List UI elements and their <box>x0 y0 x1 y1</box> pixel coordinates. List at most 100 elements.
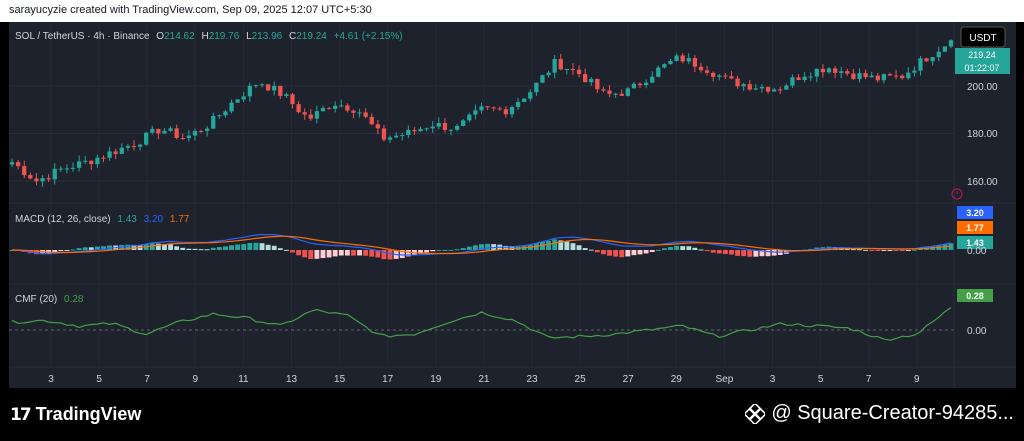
candle-body <box>601 89 606 91</box>
macd-histogram-bar <box>381 250 387 260</box>
candle-body <box>680 55 685 62</box>
macd-histogram-bar <box>76 248 82 250</box>
macd-histogram-bar <box>558 240 564 250</box>
candle-body <box>235 99 240 103</box>
candle-body <box>381 128 387 140</box>
candle-body <box>643 82 649 86</box>
candle-body <box>52 168 57 180</box>
time-axis-label: 5 <box>818 374 824 385</box>
symbol-legend: SOL / TetherUS · 4h · Binance O214.62 H2… <box>15 31 403 42</box>
macd-histogram-bar <box>357 250 363 256</box>
macd-histogram-bar <box>588 249 594 251</box>
candle-body <box>131 146 137 148</box>
candle-body <box>552 59 557 73</box>
macd-histogram-bar <box>607 250 612 256</box>
macd-histogram-bar <box>850 249 856 251</box>
candle-body <box>369 116 374 125</box>
macd-histogram-bar <box>625 250 631 257</box>
macd-histogram-bar <box>600 250 606 255</box>
clock-icon[interactable] <box>951 188 963 200</box>
macd-histogram-bar <box>472 245 478 250</box>
candle-body <box>144 132 149 145</box>
macd-histogram-bar <box>771 250 777 256</box>
candle-body <box>64 168 70 170</box>
macd-histogram-bar <box>729 250 734 255</box>
macd-histogram-bar <box>863 249 869 251</box>
open-value: 214.62 <box>164 31 195 42</box>
macd-histogram-bar <box>661 248 667 250</box>
macd-histogram-bar <box>229 245 234 250</box>
macd-histogram-bar <box>186 248 192 250</box>
candle-body <box>942 46 947 52</box>
candle-body <box>625 88 630 96</box>
macd-histogram-value: 1.43 <box>117 214 137 225</box>
candle-body <box>162 130 167 134</box>
currency-label[interactable]: USDT <box>969 33 996 44</box>
candle-body <box>778 89 783 91</box>
macd-histogram-bar <box>808 248 814 250</box>
macd-histogram-bar <box>192 248 198 250</box>
candle-body <box>857 73 862 80</box>
candle-body <box>711 72 716 77</box>
candle-body <box>808 76 813 78</box>
macd-histogram-bar <box>271 245 277 250</box>
credit-header: sarayucyzie created with TradingView.com… <box>0 0 1024 22</box>
candle-body <box>912 70 917 73</box>
symbol-name: SOL / TetherUS · 4h · Binance <box>15 31 150 42</box>
macd-histogram-bar <box>747 250 753 257</box>
macd-histogram-bar <box>94 246 100 250</box>
credit-text: sarayucyzie created with TradingView.com… <box>9 4 372 16</box>
macd-histogram-bar <box>668 247 673 250</box>
macd-histogram-bar <box>637 250 643 255</box>
candle-body <box>192 130 198 136</box>
price-axis-label: 200.00 <box>967 82 998 93</box>
candle-body <box>662 64 667 68</box>
macd-histogram-bar <box>509 246 515 250</box>
macd-histogram-bar <box>204 249 210 251</box>
candle-body <box>16 162 21 167</box>
candle-body <box>540 75 545 83</box>
histogram-tag-text: 1.43 <box>966 238 984 248</box>
candle-body <box>881 74 887 81</box>
macd-histogram-bar <box>710 250 716 253</box>
signal-line <box>11 235 952 255</box>
macd-histogram-bar <box>222 246 228 250</box>
macd-histogram-bar <box>387 250 393 260</box>
time-axis-label: 21 <box>478 374 490 385</box>
tradingview-logo[interactable]: 17 TradingView <box>10 404 141 425</box>
candle-body <box>522 98 527 102</box>
macd-histogram-bar <box>338 250 344 256</box>
macd-histogram-bar <box>52 250 58 253</box>
time-axis-label: 9 <box>193 374 199 385</box>
candle-body <box>723 75 728 77</box>
candle-body <box>784 85 789 90</box>
candle-body <box>692 58 698 67</box>
macd-histogram-bar <box>570 243 576 250</box>
macd-histogram-bar <box>753 250 759 257</box>
candle-body <box>583 74 588 83</box>
candle-body <box>375 124 380 129</box>
candle-body <box>790 77 795 86</box>
macd-histogram-bar <box>857 249 862 251</box>
macd-histogram-bar <box>546 240 552 250</box>
candle-body <box>851 73 856 80</box>
candle-body <box>247 85 252 97</box>
price-tag: 219.24 01:22:07 <box>955 48 1010 74</box>
currency-button[interactable]: USDT <box>960 26 1006 48</box>
chart-area[interactable]: SOL / TetherUS · 4h · Binance O214.62 H2… <box>9 22 1016 388</box>
macd-histogram-bar <box>180 247 186 250</box>
cmf-value: 0.28 <box>64 294 84 305</box>
candle-body <box>595 78 600 90</box>
cmf-tag <box>957 289 993 302</box>
macd-histogram-bar <box>58 250 64 252</box>
macd-histogram-bar <box>436 249 442 251</box>
candle-body <box>796 77 801 80</box>
candle-body <box>394 135 399 138</box>
macd-histogram-bar <box>125 244 131 250</box>
low-value: 213.96 <box>252 31 283 42</box>
macd-histogram-bar <box>424 250 430 253</box>
macd-signal-value: 1.77 <box>170 214 190 225</box>
macd-histogram-bar <box>235 244 241 250</box>
candle-body <box>125 146 131 148</box>
trading-chart-svg[interactable]: SOL / TetherUS · 4h · Binance O214.62 H2… <box>9 22 1016 388</box>
